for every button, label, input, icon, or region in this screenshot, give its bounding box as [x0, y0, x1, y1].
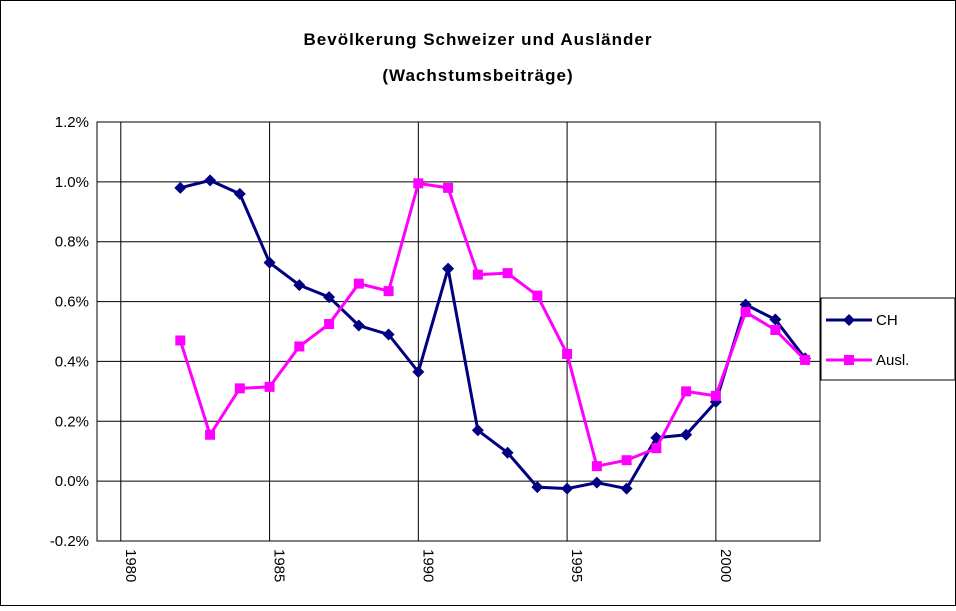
y-tick-label: 1.0%	[55, 174, 89, 191]
data-point	[263, 256, 276, 269]
data-point	[233, 187, 246, 200]
data-point	[562, 348, 573, 359]
x-tick-label: 2000	[717, 549, 734, 582]
data-point	[651, 443, 662, 454]
data-point	[234, 383, 245, 394]
data-point	[205, 429, 216, 440]
data-point	[294, 341, 305, 352]
series-line	[179, 178, 807, 491]
data-point	[264, 381, 275, 392]
data-point	[680, 428, 693, 441]
data-point	[383, 286, 394, 297]
data-point	[442, 262, 455, 275]
y-tick-label: 0.0%	[55, 473, 89, 490]
data-point	[353, 278, 364, 289]
data-point	[471, 424, 484, 437]
data-point	[710, 390, 721, 401]
data-point	[620, 482, 633, 495]
data-point	[769, 313, 782, 326]
plot-area	[96, 121, 821, 542]
data-point	[590, 476, 603, 489]
y-tick-label: 0.4%	[55, 353, 89, 370]
data-point	[324, 319, 335, 330]
x-tick-label: 1980	[122, 549, 139, 582]
y-tick-label: 0.8%	[55, 234, 89, 251]
data-point	[740, 307, 751, 318]
data-point	[532, 290, 543, 301]
chart-title: Bevölkerung Schweizer und Ausländer	[304, 30, 653, 49]
data-point	[204, 174, 217, 187]
chart-subtitle: (Wachstumsbeiträge)	[382, 66, 573, 85]
data-point	[681, 386, 692, 397]
legend-marker	[843, 314, 855, 326]
legend-label: CH	[876, 312, 898, 329]
x-tick-label: 1990	[419, 549, 436, 582]
legend-marker	[844, 355, 854, 365]
data-point	[323, 291, 336, 304]
legend-box	[820, 297, 956, 381]
data-point	[800, 354, 811, 365]
data-point	[412, 365, 425, 378]
x-tick-label: 1985	[271, 549, 288, 582]
legend-label: Ausl.	[876, 352, 909, 369]
data-point	[352, 319, 365, 332]
data-point	[621, 455, 632, 466]
data-point	[591, 461, 602, 472]
data-point	[443, 182, 454, 193]
data-point	[770, 325, 781, 336]
data-point	[175, 335, 186, 346]
x-tick-label: 1995	[568, 549, 585, 582]
data-point	[501, 446, 514, 459]
data-point	[382, 328, 395, 341]
data-point	[531, 481, 544, 494]
data-point	[561, 482, 574, 495]
data-point	[174, 181, 187, 194]
data-point	[413, 178, 424, 189]
y-tick-label: -0.2%	[50, 533, 89, 550]
y-tick-label: 0.2%	[55, 413, 89, 430]
y-tick-label: 1.2%	[55, 114, 89, 131]
data-point	[502, 268, 513, 279]
y-tick-label: 0.6%	[55, 294, 89, 311]
series-line	[178, 181, 807, 468]
data-point	[472, 269, 483, 280]
data-point	[293, 279, 306, 292]
